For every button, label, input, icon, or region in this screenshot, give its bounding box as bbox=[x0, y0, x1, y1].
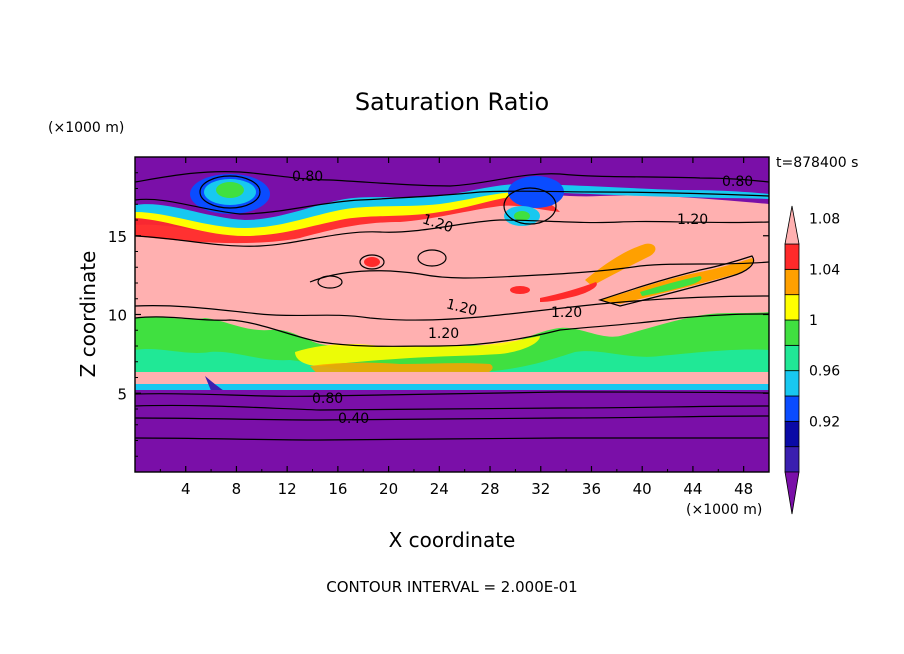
contour-120-upper bbox=[135, 219, 769, 247]
colorbar-bin-4 bbox=[784, 344, 800, 372]
contour-label-7: 1.20 bbox=[428, 326, 459, 342]
colorbar-bin-2 bbox=[784, 395, 800, 422]
contour-label-9: 0.40 bbox=[338, 411, 369, 427]
x-tick-label-11: 48 bbox=[734, 480, 753, 498]
field-cyan-fringe bbox=[135, 184, 769, 228]
x-unit-label: (×1000 m) bbox=[686, 502, 763, 518]
x-tick-label-5: 24 bbox=[430, 480, 449, 498]
field-yellow-cloud-edge bbox=[295, 336, 540, 366]
colorbar-bin-0 bbox=[784, 446, 800, 473]
y-tick-label-2: 15 bbox=[108, 228, 127, 246]
chart-title: Saturation Ratio bbox=[354, 88, 550, 116]
contour-080-top bbox=[135, 171, 769, 187]
field-green-patch-2 bbox=[514, 211, 530, 221]
x-tick-label-1: 8 bbox=[232, 480, 242, 498]
contour-label-1: 0.80 bbox=[292, 169, 323, 185]
colorbar-bin-1 bbox=[784, 420, 800, 448]
field-streak-3 bbox=[540, 282, 597, 302]
y-tick-label-0: 5 bbox=[117, 385, 127, 403]
colorbar-label-0: 1.08 bbox=[809, 212, 840, 228]
field-lower-purple bbox=[135, 390, 769, 472]
x-tick-label-0: 4 bbox=[181, 480, 191, 498]
contour-120-mid bbox=[309, 261, 769, 283]
contour-loop-4 bbox=[199, 175, 261, 209]
contour-loop-3 bbox=[317, 275, 343, 289]
contour-interval-text: CONTOUR INTERVAL = 2.000E-01 bbox=[326, 578, 578, 596]
x-tick-label-7: 32 bbox=[531, 480, 550, 498]
x-tick-label-9: 40 bbox=[633, 480, 652, 498]
contour-label-2: 0.80 bbox=[722, 174, 753, 190]
x-tick-label-6: 28 bbox=[480, 480, 499, 498]
colorbar-label-4: 0.92 bbox=[809, 414, 840, 430]
colorbar-bin-3 bbox=[784, 370, 800, 397]
x-tick-label-3: 16 bbox=[328, 480, 347, 498]
colorbar-label-1: 1.04 bbox=[809, 262, 840, 278]
contour-label-6: 1.20 bbox=[551, 305, 582, 321]
colorbar-bin-8 bbox=[784, 243, 800, 270]
field-cyan-lower-strip bbox=[135, 384, 769, 390]
contour-100-cloud bbox=[135, 313, 769, 347]
colorbar-bin-6 bbox=[784, 294, 800, 321]
colorbar-label-3: 0.96 bbox=[809, 364, 840, 380]
contour-upper-2 bbox=[135, 190, 769, 215]
contour-040 bbox=[135, 415, 769, 421]
field-streak-2-core bbox=[640, 276, 702, 296]
field-red-spot-1 bbox=[364, 257, 380, 267]
contour-streak-outline bbox=[598, 255, 755, 307]
x-tick-label-2: 12 bbox=[278, 480, 297, 498]
contour-loop-2 bbox=[417, 249, 447, 267]
x-tick-label-4: 20 bbox=[379, 480, 398, 498]
time-label: t=878400 s bbox=[776, 155, 859, 171]
y-tick-label-1: 10 bbox=[108, 307, 127, 325]
contour-label-5: 1.20 bbox=[445, 296, 479, 319]
contour-080-lower bbox=[135, 391, 769, 398]
colorbar-top-arrow bbox=[784, 205, 800, 245]
contour-120-lower bbox=[135, 295, 769, 321]
field-blue-patch-2 bbox=[508, 176, 564, 208]
colorbar-label-2: 1 bbox=[809, 313, 818, 329]
contour-060 bbox=[135, 404, 769, 411]
x-tick-label-8: 36 bbox=[582, 480, 601, 498]
field-streak-1 bbox=[585, 243, 656, 286]
field-pink-lower-strip bbox=[135, 372, 769, 384]
saturation-field bbox=[135, 157, 769, 472]
colorbar-bin-7 bbox=[784, 268, 800, 296]
contour-020 bbox=[135, 437, 769, 441]
contour-loop-1 bbox=[359, 254, 385, 270]
field-streak-2 bbox=[600, 258, 754, 304]
field-green-patch-1 bbox=[216, 182, 244, 198]
contour-lines bbox=[135, 171, 769, 441]
colorbar-bin-5 bbox=[784, 319, 800, 346]
contour-label-4: 1.20 bbox=[677, 212, 708, 228]
x-tick-label-10: 44 bbox=[683, 480, 702, 498]
colorbar-bottom-arrow bbox=[784, 471, 800, 515]
y-unit-label: (×1000 m) bbox=[48, 120, 125, 136]
contour-loop-5 bbox=[503, 187, 557, 225]
x-axis-label: X coordinate bbox=[388, 528, 516, 552]
field-red-spot-2 bbox=[510, 286, 530, 294]
contour-label-8: 0.80 bbox=[312, 391, 343, 407]
